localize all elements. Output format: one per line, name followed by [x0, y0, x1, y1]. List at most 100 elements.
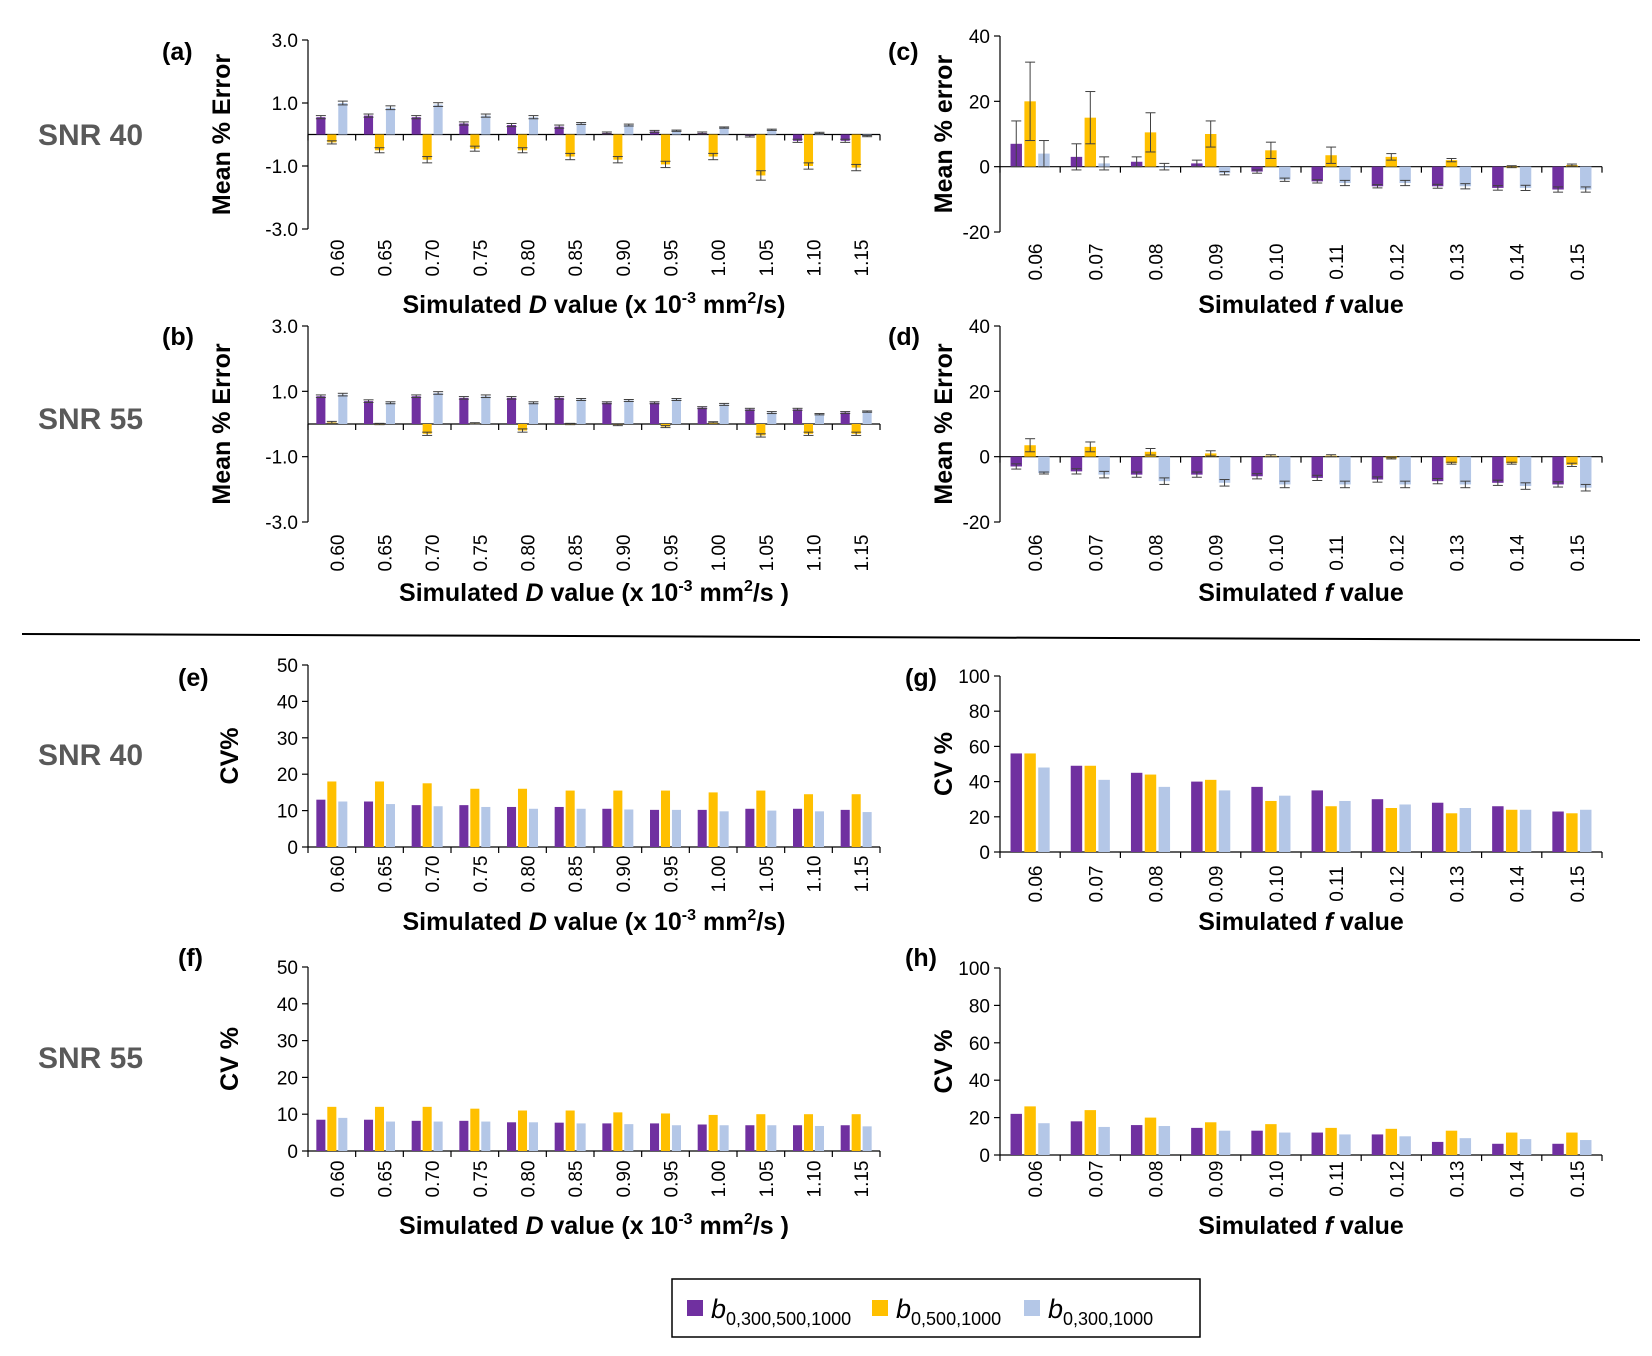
x-tick-label: 1.10: [805, 240, 826, 277]
bar-e-s2-0.70: [422, 783, 432, 847]
x-tick-label: 0.14: [1508, 243, 1529, 280]
bar-e-s3-0.90: [624, 809, 634, 847]
y-tick-label: -20: [963, 513, 990, 534]
x-tick-label: 0.08: [1147, 1161, 1168, 1198]
bar-b-s1-1.15: [840, 412, 850, 424]
bar-h-s1-0.11: [1311, 1132, 1323, 1155]
bar-h-s2-0.06: [1024, 1106, 1036, 1155]
x-tick-label: 1.05: [757, 535, 778, 572]
bar-b-s3-0.95: [671, 399, 681, 424]
x-tick-label: 0.95: [662, 535, 683, 572]
x-tick-label: 0.07: [1086, 866, 1107, 903]
bar-g-s3-0.06: [1038, 767, 1050, 852]
bar-g-s2-0.15: [1566, 813, 1578, 852]
legend-label-3: b0,300,1000: [1048, 1294, 1153, 1329]
x-tick-label: 0.15: [1568, 1161, 1589, 1198]
bar-h-s1-0.09: [1191, 1127, 1203, 1155]
bar-b-s3-0.80: [528, 402, 538, 424]
bar-c-s3-0.12: [1399, 166, 1411, 183]
x-tick-label: 0.10: [1267, 1161, 1288, 1198]
row-label-bottom-snr55: SNR 55: [38, 1042, 143, 1075]
x-tick-label: 0.80: [519, 535, 540, 572]
bar-f-s1-0.95: [650, 1123, 660, 1151]
y-tick-label: 20: [969, 92, 990, 113]
y-tick-label: 20: [277, 765, 298, 786]
bar-g-s3-0.14: [1519, 809, 1532, 852]
bar-c-s2-0.12: [1385, 156, 1398, 167]
bar-b-s1-0.90: [602, 402, 612, 424]
x-tick-label: 0.09: [1207, 866, 1228, 903]
chart-h: (h) 0 20 40 60 80 100 0.06 0.07 0.08 0.09 0.10 0.11 0…: [905, 944, 1603, 1240]
x-tick-label: 0.65: [376, 856, 397, 893]
x-tick-label: 0.65: [376, 535, 397, 572]
x-axis-title: Simulated D value (x 10-3 mm2/s): [402, 290, 785, 319]
x-axis-title: Simulated D value (x 10-3 mm2/s ): [399, 578, 789, 607]
y-tick-label: -1.0: [265, 448, 298, 469]
bar-b-s3-0.60: [338, 394, 348, 424]
bar-a-s2-0.60: [327, 134, 337, 143]
x-tick-label: 1.00: [709, 535, 730, 572]
x-tick-label: 1.05: [757, 856, 778, 893]
x-tick-label: 0.07: [1086, 535, 1107, 572]
panel-label: (a): [162, 38, 193, 66]
bar-f-s1-1.00: [697, 1124, 707, 1151]
bar-f-s1-1.05: [745, 1125, 755, 1151]
panel-label: (c): [888, 38, 919, 66]
bar-d-s3-0.12: [1399, 456, 1411, 485]
bar-e-s2-1.15: [851, 794, 861, 847]
bar-a-s1-0.65: [364, 115, 374, 135]
x-tick-label: 0.14: [1508, 1160, 1529, 1197]
y-axis-title: CV %: [216, 1027, 244, 1091]
legend-label-1: b0,300,500,1000: [711, 1294, 851, 1329]
bar-a-s3-0.60: [338, 103, 348, 135]
chart-d: (d) -20 0 20 40 0.06 0.07 0.08 0.09 0.10 0.11 0.12 0…: [888, 317, 1603, 607]
y-tick-label: -20: [963, 223, 990, 244]
x-tick-label: 0.90: [614, 535, 635, 572]
bar-a-s2-0.80: [517, 134, 528, 151]
bar-g-s2-0.14: [1505, 809, 1518, 852]
bar-c-s2-0.09: [1204, 134, 1217, 167]
x-tick-label: 0.13: [1448, 1161, 1469, 1198]
bar-a-s2-0.85: [565, 134, 575, 157]
bar-f-s2-0.80: [517, 1110, 528, 1151]
bar-a-s2-1.15: [851, 134, 861, 168]
bar-c-s3-0.15: [1580, 166, 1592, 190]
bar-h-s3-0.11: [1339, 1134, 1351, 1155]
bar-f-s3-0.95: [671, 1125, 681, 1151]
bar-e-s2-1.10: [803, 794, 814, 847]
bar-e-s3-0.85: [576, 808, 586, 847]
bar-e-s3-1.10: [814, 811, 824, 847]
bar-b-s2-0.70: [422, 424, 432, 434]
bar-e-s1-1.10: [793, 808, 803, 847]
x-tick-label: 0.08: [1147, 535, 1168, 572]
bar-b-s1-1.00: [697, 407, 707, 424]
bar-f-s1-0.85: [554, 1122, 564, 1151]
bar-f-s3-1.05: [767, 1125, 777, 1151]
x-tick-label: 1.00: [709, 240, 730, 277]
x-tick-label: 0.70: [423, 240, 444, 277]
y-tick-label: 20: [969, 808, 990, 829]
x-tick-label: 0.65: [376, 240, 397, 277]
x-tick-label: 1.00: [709, 856, 730, 893]
bar-h-s1-0.10: [1251, 1130, 1263, 1155]
bar-e-s3-0.65: [385, 804, 395, 847]
bar-f-s3-0.65: [385, 1121, 395, 1151]
x-tick-label: 0.85: [566, 856, 587, 893]
bar-g-s2-0.06: [1024, 753, 1036, 852]
bar-g-s3-0.12: [1399, 804, 1411, 852]
panel-label: (e): [178, 664, 209, 692]
x-tick-label: 0.65: [376, 1161, 397, 1198]
y-tick-label: 0: [287, 1142, 298, 1163]
bar-c-s1-0.12: [1371, 166, 1384, 187]
bar-f-s2-0.95: [660, 1113, 671, 1151]
x-tick-label: 0.12: [1387, 1161, 1408, 1198]
bar-g-s1-0.06: [1010, 753, 1022, 852]
bar-g-s3-0.11: [1339, 800, 1351, 852]
bar-g-s3-0.08: [1158, 786, 1171, 852]
bar-a-s3-0.75: [481, 115, 491, 135]
bar-f-s1-0.75: [459, 1120, 469, 1151]
bar-f-s2-0.75: [470, 1108, 480, 1151]
bar-e-s2-0.85: [565, 790, 575, 847]
bar-e-s1-0.70: [411, 805, 421, 847]
x-tick-label: 1.00: [709, 1161, 730, 1198]
